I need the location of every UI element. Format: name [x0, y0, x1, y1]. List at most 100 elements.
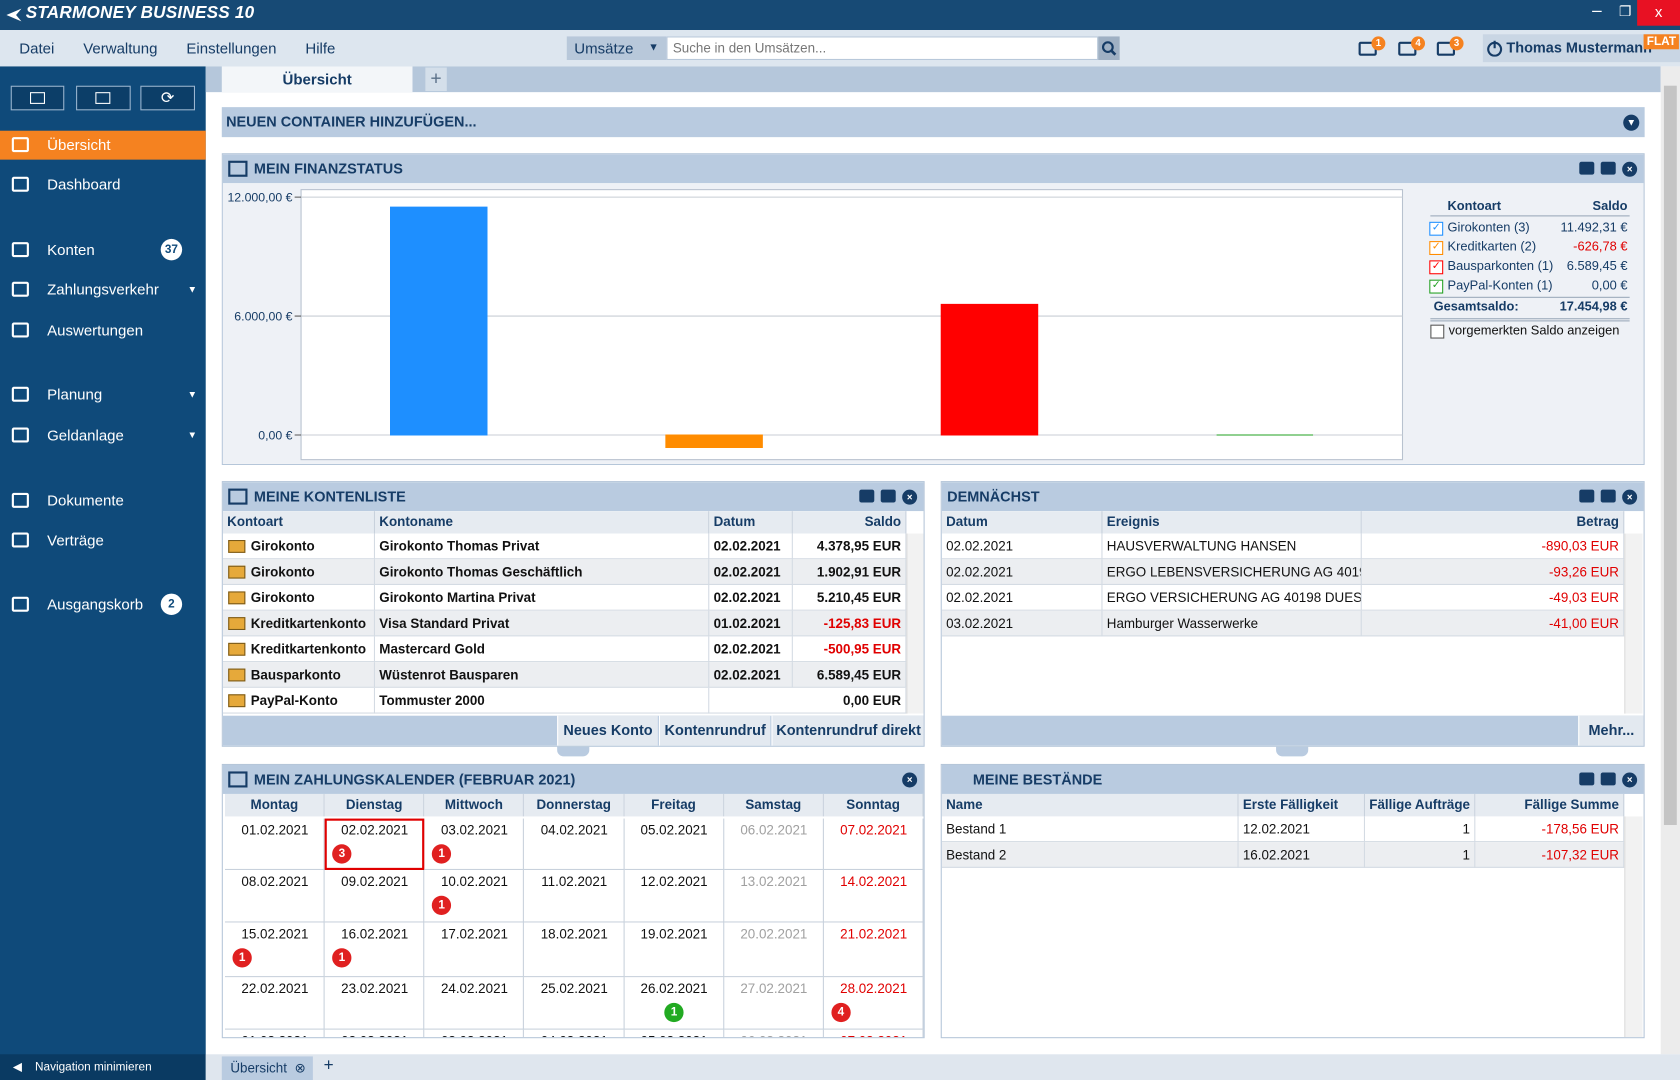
calendar-cell[interactable] — [624, 977, 724, 1030]
event-badge[interactable]: 1 — [432, 844, 452, 864]
close-button[interactable]: x — [1637, 0, 1680, 26]
calendar-cell[interactable] — [225, 818, 325, 871]
button[interactable]: Neues Konto — [557, 715, 658, 746]
nav-item[interactable]: Übersicht — [0, 130, 206, 160]
calendar-cell[interactable] — [324, 977, 425, 1030]
calendar-cell[interactable] — [524, 818, 625, 871]
table-scrollbar[interactable] — [1624, 816, 1643, 1038]
nav-item[interactable]: Zahlungsverkehr ▼ — [0, 275, 206, 304]
calendar-cell[interactable] — [225, 870, 325, 923]
calendar-cell[interactable] — [723, 818, 824, 871]
event-badge[interactable]: 1 — [664, 1002, 684, 1023]
resize-icon[interactable] — [1600, 161, 1616, 175]
menu-item[interactable]: Verwaltung — [83, 39, 158, 57]
calendar-cell[interactable] — [624, 922, 724, 978]
column-header[interactable]: Kontoname — [375, 511, 710, 534]
close-icon[interactable]: × — [1622, 161, 1638, 177]
calendar-cell[interactable] — [524, 870, 625, 923]
menu-item[interactable]: Einstellungen — [186, 39, 277, 57]
calendar-cell[interactable] — [723, 977, 824, 1030]
calendar-cell[interactable] — [325, 1029, 425, 1038]
resize-icon[interactable] — [1600, 772, 1616, 786]
nav-item[interactable]: Dokumente — [0, 486, 206, 515]
calendar-cell[interactable] — [624, 1029, 724, 1038]
user-box[interactable]: Thomas Mustermann FLAT — [1482, 34, 1680, 63]
calendar-cell[interactable] — [424, 922, 525, 978]
bottom-tab[interactable]: Übersicht ⊗ — [221, 1056, 313, 1080]
calendar-cell[interactable] — [425, 1029, 525, 1038]
scrollbar[interactable] — [1660, 66, 1680, 1055]
search-scope[interactable]: Umsätze ▼ — [566, 36, 667, 61]
nav-item[interactable]: Planung ▼ — [0, 380, 206, 409]
column-header[interactable]: Fällige Aufträge — [1365, 793, 1476, 817]
event-badge[interactable]: 1 — [432, 895, 452, 916]
calendar-cell[interactable] — [424, 870, 525, 923]
column-header[interactable]: Saldo — [792, 511, 907, 534]
nav-item[interactable]: Dashboard — [0, 170, 206, 199]
calendar-cell[interactable] — [823, 922, 924, 978]
resize-handle[interactable] — [1276, 746, 1309, 757]
column-header[interactable]: Fällige Summe — [1475, 793, 1625, 817]
close-icon[interactable]: × — [902, 489, 918, 505]
minimize-navigation[interactable]: ◀ Navigation minimieren — [0, 1054, 206, 1080]
table-scrollbar[interactable] — [1624, 533, 1643, 714]
add-tab[interactable]: + — [323, 1056, 334, 1075]
calendar-cell[interactable] — [225, 922, 325, 978]
toolbar-button[interactable]: ⟳ — [140, 85, 196, 111]
table-row[interactable] — [941, 842, 1625, 868]
event-badge[interactable]: 1 — [232, 948, 252, 968]
button[interactable]: Mehr... — [1578, 715, 1644, 746]
table-row[interactable] — [941, 533, 1625, 560]
calendar-cell[interactable] — [823, 977, 924, 1030]
menu-item[interactable]: Hilfe — [305, 39, 336, 57]
legend-checkbox[interactable]: ✓ — [1429, 241, 1444, 256]
calendar-cell[interactable] — [824, 1029, 924, 1038]
resize-icon[interactable] — [880, 489, 896, 503]
expand-icon[interactable]: ▼ — [1623, 114, 1640, 131]
nav-item[interactable]: Konten 37 — [0, 236, 206, 265]
calendar-cell[interactable] — [225, 1029, 325, 1038]
active-tab[interactable]: Übersicht — [221, 66, 413, 93]
resize-icon[interactable] — [1600, 489, 1616, 503]
calendar-cell[interactable] — [723, 922, 824, 978]
print-icon[interactable] — [1579, 489, 1595, 503]
column-header[interactable]: Datum — [941, 511, 1103, 534]
restore-button[interactable]: ❐ — [1618, 3, 1632, 20]
menu-item[interactable]: Datei — [19, 39, 55, 57]
button[interactable]: Kontenrundruf direkt — [771, 715, 924, 746]
settings-icon[interactable] — [1579, 161, 1595, 175]
table-row[interactable] — [941, 816, 1625, 843]
add-tab[interactable]: + — [425, 67, 447, 92]
search-input[interactable]: Suche in den Umsätzen... — [666, 36, 1099, 61]
toolbar-button[interactable] — [10, 85, 65, 111]
table-scrollbar[interactable] — [906, 533, 924, 714]
close-icon[interactable]: × — [1622, 772, 1638, 788]
calendar-cell[interactable] — [624, 870, 724, 923]
column-header[interactable]: Kontoart — [222, 511, 376, 534]
calendar-cell[interactable] — [524, 977, 625, 1030]
event-badge[interactable]: 3 — [332, 844, 352, 864]
legend-checkbox[interactable]: ✓ — [1429, 221, 1444, 236]
column-header[interactable]: Betrag — [1361, 511, 1625, 534]
calendar-cell[interactable] — [324, 870, 425, 923]
nav-item[interactable]: Geldanlage ▼ — [0, 421, 206, 450]
legend-checkbox[interactable]: ✓ — [1429, 260, 1444, 275]
event-badge[interactable]: 1 — [332, 948, 352, 968]
calendar-cell[interactable] — [823, 818, 924, 871]
close-tab[interactable]: ⊗ — [294, 1060, 306, 1076]
minimize-button[interactable]: – — [1592, 2, 1602, 21]
calendar-cell[interactable] — [624, 818, 724, 871]
toolbar-button[interactable] — [76, 85, 131, 111]
button[interactable]: Kontenrundruf — [658, 715, 771, 746]
table-row[interactable] — [941, 585, 1625, 611]
calendar-cell[interactable] — [524, 1029, 625, 1038]
option-checkbox[interactable] — [1430, 324, 1445, 339]
close-icon[interactable]: × — [902, 772, 918, 788]
calendar-cell[interactable] — [724, 1029, 824, 1038]
print-icon[interactable] — [1579, 772, 1595, 786]
add-container-bar[interactable]: NEUEN CONTAINER HINZUFÜGEN... ▼ — [221, 107, 1645, 138]
column-header[interactable]: Name — [941, 793, 1239, 817]
calendar-cell[interactable] — [324, 922, 425, 978]
column-header[interactable]: Datum — [709, 511, 793, 534]
nav-item[interactable]: Verträge — [0, 526, 206, 555]
